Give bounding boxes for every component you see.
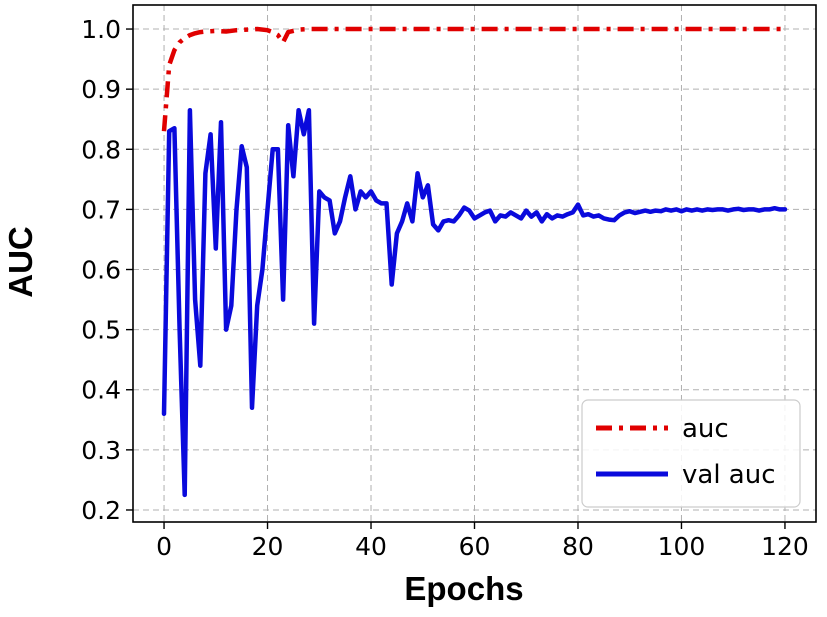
series-line-auc xyxy=(161,26,785,132)
x-tick-label: 120 xyxy=(761,532,809,561)
y-tick-label: 0.8 xyxy=(81,135,121,164)
x-tick-label: 0 xyxy=(156,532,172,561)
y-tick-label: 0.2 xyxy=(81,496,121,525)
x-tick-label: 60 xyxy=(459,532,491,561)
y-tick-label: 1.0 xyxy=(81,15,121,44)
y-tick-label: 0.6 xyxy=(81,256,121,285)
y-tick-label: 0.4 xyxy=(81,376,121,405)
legend-label-val-auc: val auc xyxy=(682,460,776,490)
y-axis-label: AUC xyxy=(2,226,39,298)
y-tick-label: 0.9 xyxy=(81,75,121,104)
y-tick-label: 0.7 xyxy=(81,195,121,224)
x-axis-ticks: 0 20 40 60 80 100 120 xyxy=(156,522,809,561)
x-tick-label: 80 xyxy=(562,532,594,561)
legend: auc val auc xyxy=(581,399,801,508)
y-tick-label: 0.5 xyxy=(81,316,121,345)
series-line-val-auc xyxy=(161,107,788,498)
plot-lines xyxy=(161,26,788,498)
legend-label-auc: auc xyxy=(682,414,729,444)
x-tick-label: 20 xyxy=(252,532,284,561)
y-axis-ticks: 0.2 0.3 0.4 0.5 0.6 0.7 0.8 0.9 1.0 xyxy=(81,15,133,525)
x-tick-label: 100 xyxy=(658,532,706,561)
y-tick-label: 0.3 xyxy=(81,436,121,465)
x-tick-label: 40 xyxy=(355,532,387,561)
x-axis-label: Epochs xyxy=(404,570,523,607)
